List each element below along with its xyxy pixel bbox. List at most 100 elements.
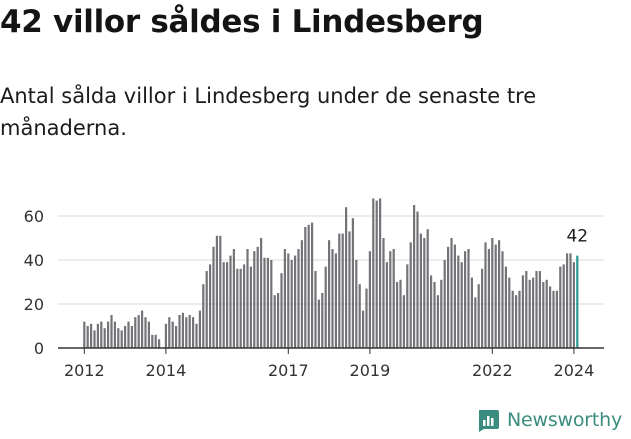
bar bbox=[416, 211, 419, 348]
bar bbox=[328, 240, 331, 348]
bar bbox=[501, 251, 504, 348]
bar bbox=[219, 235, 222, 348]
bar bbox=[209, 264, 212, 348]
bar bbox=[559, 266, 562, 348]
bar bbox=[192, 317, 195, 348]
bar bbox=[137, 315, 140, 348]
bar bbox=[385, 262, 388, 348]
bar bbox=[314, 271, 317, 348]
bar bbox=[120, 330, 123, 348]
bar bbox=[453, 244, 456, 348]
bar bbox=[552, 290, 555, 348]
bar bbox=[158, 339, 161, 348]
bar bbox=[436, 295, 439, 348]
y-tick-label: 40 bbox=[24, 251, 44, 270]
bar bbox=[113, 321, 116, 348]
bar bbox=[181, 312, 184, 348]
bar bbox=[413, 205, 416, 348]
bar bbox=[525, 271, 528, 348]
y-tick-label: 20 bbox=[24, 295, 44, 314]
bar bbox=[538, 271, 541, 348]
newsworthy-logo: Newsworthy bbox=[476, 408, 622, 432]
bar bbox=[521, 275, 524, 348]
bar bbox=[178, 315, 181, 348]
axes: 0 20 40 60 2012 2014 2017 2019 2022 2024 42 bbox=[24, 207, 604, 380]
bar bbox=[484, 242, 487, 348]
bar bbox=[297, 249, 300, 348]
bar bbox=[195, 323, 198, 348]
bar bbox=[147, 321, 150, 348]
bar bbox=[470, 277, 473, 348]
bar bbox=[300, 240, 303, 348]
bar bbox=[348, 231, 351, 348]
bar bbox=[287, 253, 290, 348]
x-tick-label: 2019 bbox=[350, 361, 391, 380]
x-tick-label: 2024 bbox=[554, 361, 595, 380]
bar bbox=[402, 295, 405, 348]
bar bbox=[307, 224, 310, 348]
bar bbox=[372, 198, 375, 348]
bar bbox=[290, 260, 293, 348]
bar bbox=[124, 326, 127, 348]
bar bbox=[457, 255, 460, 348]
bar bbox=[382, 238, 385, 348]
bar bbox=[345, 207, 348, 348]
bar bbox=[212, 246, 215, 348]
bar bbox=[215, 235, 218, 348]
bar bbox=[474, 297, 477, 348]
bar bbox=[423, 238, 426, 348]
bar bbox=[198, 310, 201, 348]
bar bbox=[171, 321, 174, 348]
bar bbox=[168, 317, 171, 348]
bar bbox=[460, 262, 463, 348]
bar bbox=[406, 264, 409, 348]
bar bbox=[396, 282, 399, 348]
bar bbox=[260, 238, 263, 348]
bar bbox=[175, 326, 178, 348]
bar bbox=[232, 249, 235, 348]
bar bbox=[130, 326, 133, 348]
bar bbox=[270, 260, 273, 348]
bar bbox=[154, 334, 157, 348]
bar bbox=[134, 317, 137, 348]
bar bbox=[294, 255, 297, 348]
bar bbox=[263, 257, 266, 348]
bar bbox=[508, 277, 511, 348]
bar bbox=[498, 240, 501, 348]
bar bbox=[528, 279, 531, 348]
bar bbox=[103, 328, 106, 348]
latest-value-label: 42 bbox=[566, 227, 588, 247]
bar bbox=[419, 233, 422, 348]
bar bbox=[569, 253, 572, 348]
bar bbox=[185, 317, 188, 348]
bar bbox=[399, 279, 402, 348]
bar bbox=[477, 284, 480, 348]
bar bbox=[151, 334, 154, 348]
bar-latest bbox=[576, 255, 579, 348]
bar bbox=[202, 284, 205, 348]
bar bbox=[334, 253, 337, 348]
bar bbox=[338, 233, 341, 348]
bar bbox=[273, 295, 276, 348]
x-tick-label: 2012 bbox=[64, 361, 105, 380]
bars bbox=[83, 198, 579, 348]
bar bbox=[545, 279, 548, 348]
bar bbox=[188, 315, 191, 348]
bar bbox=[566, 253, 569, 348]
bar bbox=[433, 282, 436, 348]
bar bbox=[358, 284, 361, 348]
bar bbox=[141, 310, 144, 348]
bar bbox=[426, 229, 429, 348]
bar bbox=[365, 288, 368, 348]
x-tick-label: 2022 bbox=[472, 361, 513, 380]
bar bbox=[83, 321, 86, 348]
bar bbox=[487, 249, 490, 348]
bar bbox=[447, 246, 450, 348]
bar bbox=[304, 227, 307, 348]
bar bbox=[117, 328, 120, 348]
bar bbox=[249, 266, 252, 348]
bar bbox=[222, 262, 225, 348]
bar bbox=[90, 323, 93, 348]
bar bbox=[389, 251, 392, 348]
bar bbox=[450, 238, 453, 348]
